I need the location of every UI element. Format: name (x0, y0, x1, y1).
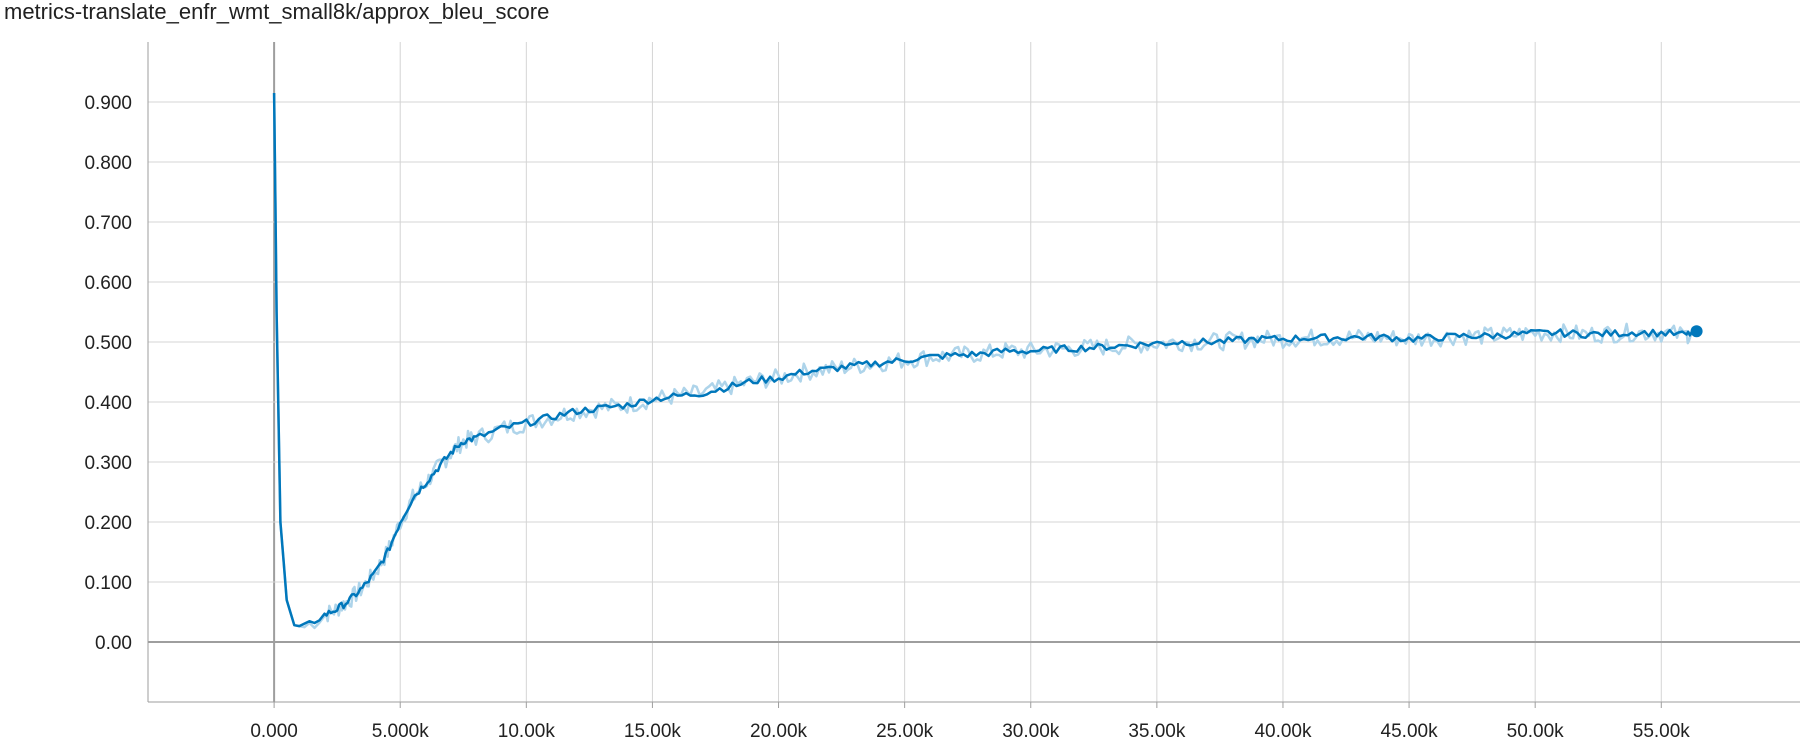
y-tick-label: 0.700 (84, 213, 132, 234)
tick-labels: 0.000 5.000k 10.00k 15.00k 20.00k 25.00k 30.00… (84, 93, 1690, 741)
y-tick-label: 0.100 (84, 573, 132, 594)
x-tick-label: 20.00k (750, 721, 808, 741)
axes (147, 42, 1800, 708)
x-tick-label: 55.00k (1633, 721, 1691, 741)
x-tick-label: 35.00k (1128, 721, 1186, 741)
series-end-point[interactable] (1690, 325, 1703, 338)
y-tick-label: 0.500 (84, 333, 132, 354)
x-tick-label: 0.000 (250, 721, 298, 741)
x-tick-label: 40.00k (1254, 721, 1312, 741)
series-line (272, 92, 1698, 628)
x-tick-label: 15.00k (624, 721, 682, 741)
y-tick-label: 0.400 (84, 393, 132, 414)
y-tick-label: 0.300 (84, 453, 132, 474)
chart-title: metrics-translate_enfr_wmt_small8k/appro… (4, 0, 550, 24)
series-group (272, 92, 1703, 630)
x-tick-label: 10.00k (498, 721, 556, 741)
x-tick-label: 30.00k (1002, 721, 1060, 741)
x-tick-label: 5.000k (372, 721, 430, 741)
series-raw-line (272, 92, 1698, 630)
y-tick-label: 0.900 (84, 93, 132, 114)
y-tick-label: 0.00 (95, 633, 132, 654)
y-tick-label: 0.600 (84, 273, 132, 294)
y-tick-label: 0.800 (84, 153, 132, 174)
x-tick-label: 45.00k (1381, 721, 1439, 741)
y-tick-label: 0.200 (84, 513, 132, 534)
grid (148, 42, 1800, 702)
x-tick-label: 25.00k (876, 721, 934, 741)
x-tick-label: 50.00k (1507, 721, 1565, 741)
